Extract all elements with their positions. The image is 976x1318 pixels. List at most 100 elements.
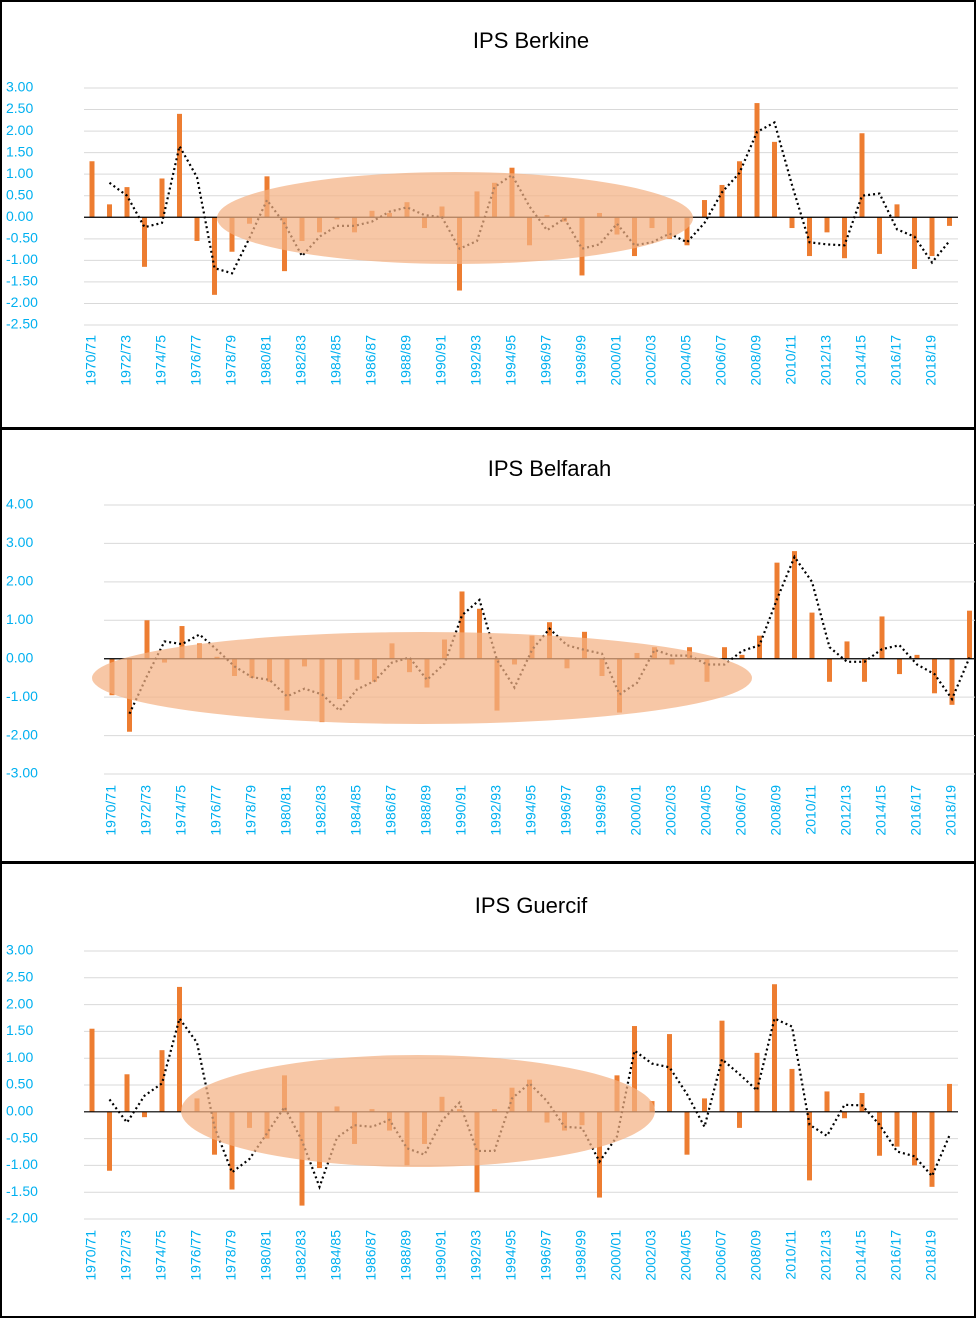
bar bbox=[739, 654, 745, 659]
x-tick-label: 1996/97 bbox=[558, 785, 574, 836]
trend-line bbox=[128, 554, 971, 715]
x-tick-label: 1998/99 bbox=[593, 785, 609, 836]
y-tick-label: 2.00 bbox=[6, 122, 33, 138]
bar bbox=[859, 133, 865, 218]
y-tick-label: -1.50 bbox=[6, 273, 38, 289]
y-tick-label: 2.00 bbox=[6, 573, 33, 589]
bar bbox=[807, 1111, 812, 1181]
bar bbox=[824, 217, 830, 233]
x-tick-label: 1994/95 bbox=[523, 785, 539, 836]
bar bbox=[947, 1083, 952, 1112]
bar bbox=[844, 641, 850, 659]
x-tick-label: 1972/73 bbox=[118, 335, 134, 386]
x-tick-label: 2006/07 bbox=[713, 1230, 729, 1281]
y-tick-label: -0.50 bbox=[6, 1129, 38, 1145]
bar bbox=[89, 1028, 95, 1112]
x-tick-label: 2018/19 bbox=[923, 335, 939, 386]
bar bbox=[719, 184, 725, 218]
x-tick-label: 2010/11 bbox=[803, 785, 819, 835]
bar bbox=[774, 562, 780, 659]
x-tick-label: 2012/13 bbox=[838, 785, 854, 836]
bar bbox=[929, 217, 935, 257]
y-tick-label: 0.50 bbox=[6, 186, 33, 202]
y-tick-label: 1.00 bbox=[6, 611, 33, 627]
x-tick-label: 2014/15 bbox=[873, 785, 889, 836]
bar bbox=[459, 591, 465, 659]
bar bbox=[702, 1098, 707, 1112]
x-tick-label: 1974/75 bbox=[153, 1230, 169, 1281]
x-tick-label: 2012/13 bbox=[818, 1230, 834, 1281]
x-tick-label: 2008/09 bbox=[748, 1230, 764, 1281]
y-tick-label: -1.00 bbox=[6, 688, 38, 704]
bar bbox=[159, 1050, 165, 1112]
x-tick-label: 1986/87 bbox=[363, 1230, 379, 1281]
bar bbox=[772, 141, 777, 218]
x-tick-label: 2002/03 bbox=[663, 785, 679, 836]
bar bbox=[824, 1091, 830, 1112]
x-tick-label: 2004/05 bbox=[678, 335, 694, 386]
bar bbox=[667, 1034, 672, 1112]
bar bbox=[807, 217, 812, 257]
x-tick-label: 1980/81 bbox=[258, 335, 274, 386]
bar bbox=[684, 1111, 690, 1155]
x-tick-label: 1990/91 bbox=[433, 1230, 449, 1281]
y-tick-label: -3.00 bbox=[6, 765, 38, 781]
y-tick-label: 1.50 bbox=[6, 1022, 33, 1038]
y-tick-label: 3.00 bbox=[6, 534, 33, 550]
bar bbox=[702, 200, 707, 218]
bar bbox=[144, 620, 150, 659]
bar bbox=[894, 204, 900, 218]
bar bbox=[124, 1074, 130, 1112]
bar bbox=[107, 204, 112, 218]
bar bbox=[792, 551, 797, 659]
bar bbox=[179, 626, 185, 659]
x-tick-label: 1970/71 bbox=[83, 1230, 99, 1281]
bar bbox=[229, 1111, 235, 1190]
x-tick-label: 2004/05 bbox=[678, 1230, 694, 1281]
bar bbox=[142, 217, 147, 267]
highlight-ellipse bbox=[92, 632, 752, 724]
bar bbox=[632, 1026, 637, 1112]
x-tick-label: 1986/87 bbox=[363, 335, 379, 386]
x-tick-label: 1976/77 bbox=[188, 1230, 204, 1281]
bar bbox=[754, 103, 760, 218]
highlight-ellipse bbox=[217, 172, 693, 264]
bar bbox=[877, 1111, 882, 1156]
x-tick-label: 2006/07 bbox=[713, 335, 729, 386]
x-tick-label: 2000/01 bbox=[628, 785, 644, 836]
y-tick-label: 0.00 bbox=[6, 208, 33, 224]
x-tick-label: 2014/15 bbox=[853, 335, 869, 386]
bar bbox=[912, 1111, 917, 1166]
x-tick-label: 1976/77 bbox=[208, 785, 224, 836]
y-tick-label: 0.00 bbox=[6, 649, 33, 665]
x-tick-label: 1972/73 bbox=[118, 1230, 134, 1281]
x-tick-label: 2010/11 bbox=[783, 1230, 799, 1280]
x-tick-label: 1982/83 bbox=[293, 335, 309, 386]
y-tick-label: -1.50 bbox=[6, 1183, 38, 1199]
x-tick-label: 2016/17 bbox=[888, 1230, 904, 1281]
bar bbox=[737, 161, 742, 218]
x-tick-label: 1978/79 bbox=[243, 785, 259, 836]
x-tick-label: 2018/19 bbox=[943, 785, 959, 836]
x-tick-label: 1990/91 bbox=[453, 785, 469, 836]
x-tick-label: 2008/09 bbox=[768, 785, 784, 836]
bar bbox=[842, 1111, 847, 1119]
bar bbox=[212, 217, 217, 295]
x-tick-label: 2006/07 bbox=[733, 785, 749, 836]
x-tick-label: 1982/83 bbox=[313, 785, 329, 836]
x-tick-label: 2018/19 bbox=[923, 1230, 939, 1281]
x-tick-label: 2014/15 bbox=[853, 1230, 869, 1281]
x-tick-label: 1974/75 bbox=[153, 335, 169, 386]
y-tick-label: 1.00 bbox=[6, 165, 33, 181]
bar bbox=[754, 1052, 760, 1112]
y-tick-label: 2.00 bbox=[6, 995, 33, 1011]
bar bbox=[894, 1111, 900, 1147]
x-tick-label: 1986/87 bbox=[383, 785, 399, 836]
y-tick-label: -2.00 bbox=[6, 726, 38, 742]
bar bbox=[177, 113, 182, 218]
y-tick-label: 1.00 bbox=[6, 1049, 33, 1065]
x-tick-label: 1984/85 bbox=[328, 1230, 344, 1281]
x-tick-label: 1996/97 bbox=[538, 335, 554, 386]
x-tick-label: 1976/77 bbox=[188, 335, 204, 386]
